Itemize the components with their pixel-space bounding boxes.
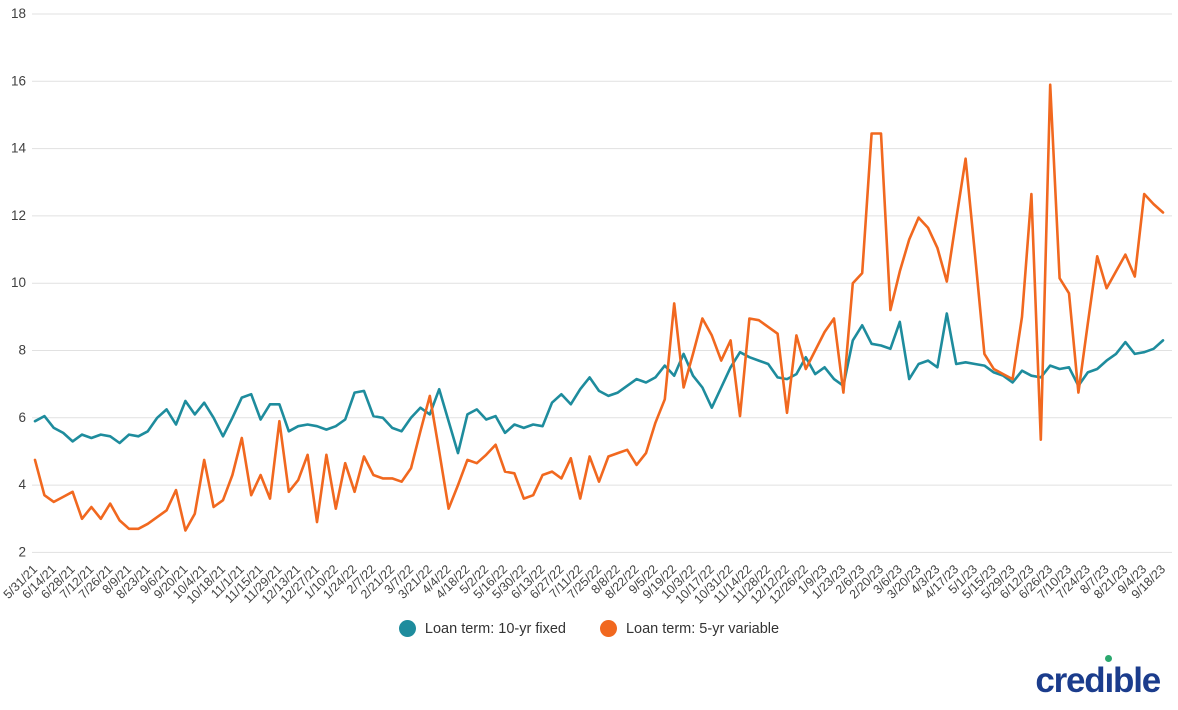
legend-dot-orange-icon: [599, 620, 617, 637]
y-axis-label: 16: [11, 73, 26, 88]
legend-item-10yr-fixed[interactable]: Loan term: 10-yr fixed: [398, 620, 566, 637]
legend-dot-teal-icon: [398, 620, 416, 637]
y-axis-label: 2: [18, 544, 26, 559]
y-axis-label: 6: [18, 410, 26, 425]
series-line-5yr-variable: [33, 83, 1165, 532]
series-line-10yr-fixed: [33, 312, 1165, 455]
y-axis-label: 8: [18, 343, 26, 358]
chart-plot-area: 181614121086425/31/216/14/216/28/217/12/…: [1, 6, 1172, 607]
legend-item-5yr-variable[interactable]: Loan term: 5-yr variable: [599, 620, 780, 637]
y-axis-label: 12: [11, 208, 26, 223]
y-axis-label: 4: [18, 477, 26, 492]
y-axis-label: 10: [11, 275, 26, 290]
legend-label-10yr-fixed: Loan term: 10-yr fixed: [424, 620, 566, 637]
chart-legend: Loan term: 10-yr fixed Loan term: 5-yr v…: [0, 620, 1178, 637]
y-axis-label: 18: [11, 6, 26, 21]
credible-logo: cred ıble: [1035, 655, 1161, 700]
y-axis-label: 14: [11, 141, 27, 156]
logo-letter-i: ı: [1104, 655, 1114, 698]
logo-i-dot-icon: [1105, 655, 1113, 662]
logo-text-part2: ble: [1113, 661, 1161, 700]
legend-label-5yr-variable: Loan term: 5-yr variable: [625, 620, 780, 637]
logo-text-part1: cred: [1035, 661, 1105, 700]
